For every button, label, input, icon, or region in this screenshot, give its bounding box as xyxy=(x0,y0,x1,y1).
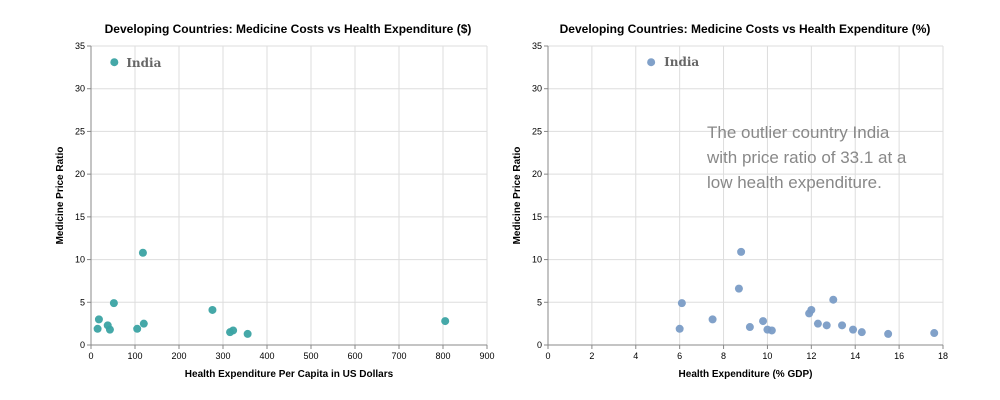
data-point xyxy=(647,58,656,67)
chart-title: Developing Countries: Medicine Costs vs … xyxy=(560,22,931,36)
point-label-india: India xyxy=(664,55,699,69)
data-point xyxy=(677,299,686,308)
x-tick-label: 0 xyxy=(88,351,93,361)
y-tick-label: 5 xyxy=(80,297,85,307)
data-point xyxy=(229,326,238,335)
y-axis-title: Medicine Price Ratio xyxy=(55,147,66,245)
y-tick-label: 15 xyxy=(532,212,542,222)
data-point xyxy=(807,305,816,314)
data-point xyxy=(133,324,142,333)
y-tick-label: 25 xyxy=(532,126,542,136)
x-tick-label: 200 xyxy=(171,351,186,361)
y-tick-label: 5 xyxy=(537,297,542,307)
y-tick-label: 10 xyxy=(75,255,85,265)
x-tick-label: 8 xyxy=(721,351,726,361)
y-tick-label: 15 xyxy=(75,212,85,222)
data-point xyxy=(857,328,866,337)
data-point xyxy=(822,321,831,330)
data-point xyxy=(734,284,743,293)
annotation-line: The outlier country India xyxy=(707,123,890,142)
x-tick-label: 400 xyxy=(259,351,274,361)
data-point xyxy=(767,326,776,335)
data-point xyxy=(708,315,717,324)
x-axis-title: Health Expenditure Per Capita in US Doll… xyxy=(185,369,394,380)
x-tick-label: 0 xyxy=(545,351,550,361)
data-point xyxy=(737,247,746,256)
annotation-line: low health expenditure. xyxy=(707,173,882,192)
data-point xyxy=(105,325,114,334)
y-tick-label: 0 xyxy=(80,340,85,350)
data-point xyxy=(94,315,103,324)
y-tick-label: 20 xyxy=(75,169,85,179)
x-tick-label: 300 xyxy=(215,351,230,361)
chart-title: Developing Countries: Medicine Costs vs … xyxy=(105,22,472,36)
data-point xyxy=(759,317,768,326)
point-label-india: India xyxy=(126,56,161,70)
x-tick-label: 2 xyxy=(589,351,594,361)
data-point xyxy=(109,299,118,308)
y-tick-label: 30 xyxy=(532,84,542,94)
x-tick-label: 100 xyxy=(127,351,142,361)
x-tick-label: 6 xyxy=(677,351,682,361)
y-axis-title: Medicine Price Ratio xyxy=(512,147,523,245)
data-point xyxy=(138,248,147,257)
x-tick-label: 500 xyxy=(303,351,318,361)
x-tick-label: 16 xyxy=(894,351,904,361)
y-tick-label: 25 xyxy=(75,126,85,136)
y-tick-label: 20 xyxy=(532,169,542,179)
x-tick-label: 10 xyxy=(762,351,772,361)
x-axis-title: Health Expenditure (% GDP) xyxy=(679,369,813,380)
data-point xyxy=(829,295,838,304)
data-point xyxy=(930,329,939,338)
x-tick-label: 900 xyxy=(479,351,494,361)
x-tick-label: 800 xyxy=(435,351,450,361)
x-tick-label: 12 xyxy=(806,351,816,361)
data-point xyxy=(441,317,450,326)
x-tick-label: 600 xyxy=(347,351,362,361)
data-point xyxy=(208,305,217,314)
y-tick-label: 35 xyxy=(532,41,542,51)
y-tick-label: 0 xyxy=(537,340,542,350)
data-point xyxy=(93,324,102,333)
chart-expenditure-percent: 0 2 4 6 8 10 12 14 16 18 0 5 10 15 20 25 30 35 Developing … xyxy=(512,22,948,380)
data-point xyxy=(813,319,822,328)
y-tick-label: 35 xyxy=(75,41,85,51)
x-tick-label: 700 xyxy=(391,351,406,361)
data-point xyxy=(675,324,684,333)
chart-expenditure-dollars: 0 100 200 300 400 500 600 700 800 900 0 5 10 15 20 25 30… xyxy=(55,22,495,380)
x-tick-label: 18 xyxy=(938,351,948,361)
y-tick-label: 30 xyxy=(75,84,85,94)
data-point xyxy=(139,319,148,328)
data-point xyxy=(110,58,119,67)
data-point xyxy=(849,325,858,334)
data-point xyxy=(838,321,847,330)
x-tick-label: 14 xyxy=(850,351,860,361)
x-tick-label: 4 xyxy=(633,351,638,361)
data-point xyxy=(243,329,252,338)
y-tick-label: 10 xyxy=(532,255,542,265)
data-point xyxy=(884,329,893,338)
annotation-line: with price ratio of 33.1 at a xyxy=(706,148,907,167)
data-point xyxy=(745,323,754,332)
